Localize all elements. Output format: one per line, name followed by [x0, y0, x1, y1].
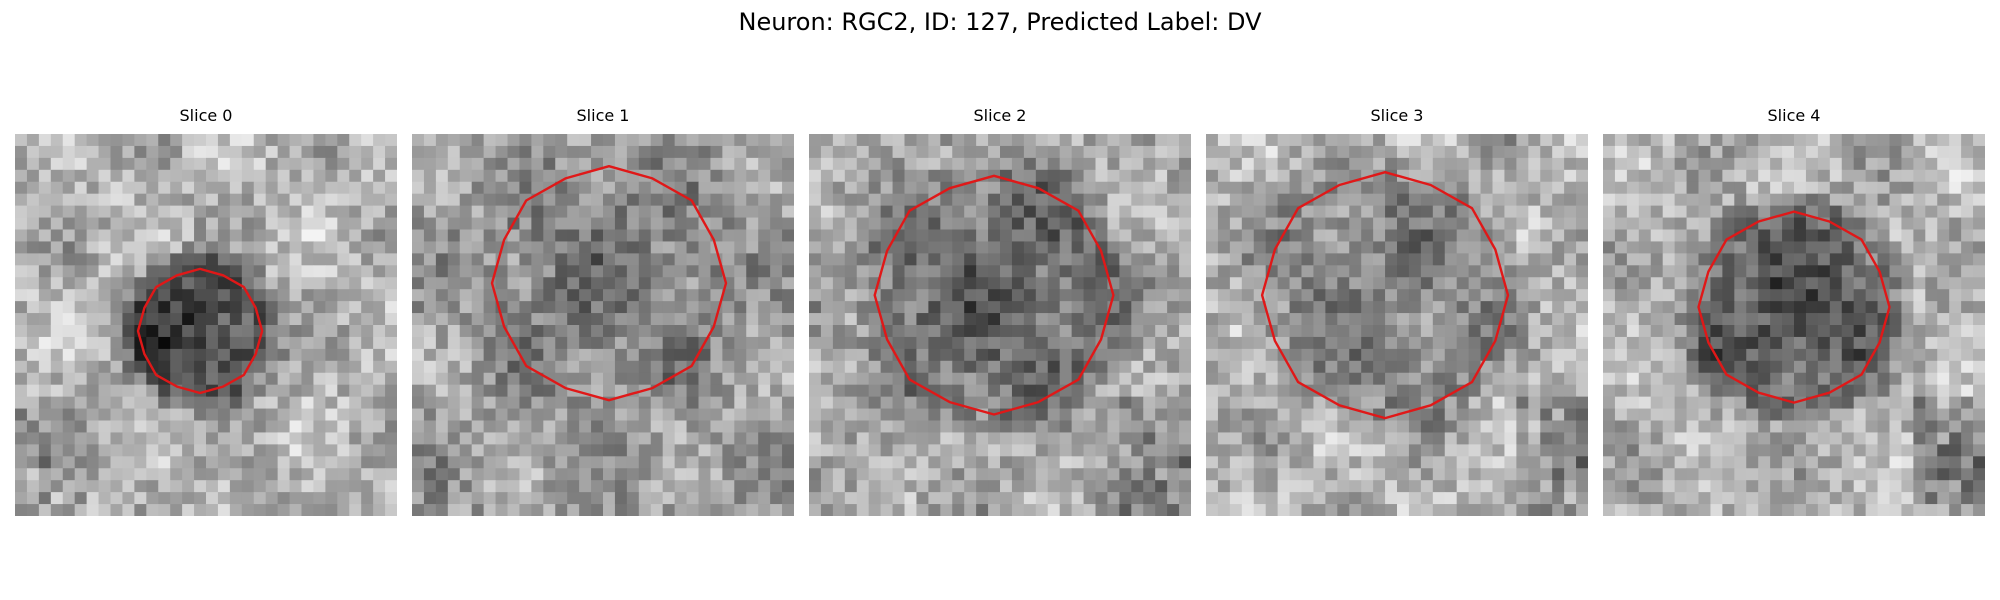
- slice-panel-1: Slice 1: [412, 104, 794, 524]
- cell-contour: [1697, 210, 1891, 404]
- cell-contour: [1260, 171, 1510, 420]
- slice-title-2: Slice 2: [973, 106, 1027, 125]
- slice-image-3: [1206, 134, 1588, 516]
- slice-image-2: [809, 134, 1191, 516]
- slice-image-1: [412, 134, 794, 516]
- slice-title-0: Slice 0: [179, 106, 233, 125]
- slice-panel-2: Slice 2: [809, 104, 1191, 524]
- figure-title: Neuron: RGC2, ID: 127, Predicted Label: …: [738, 8, 1262, 36]
- slice-panel-0: Slice 0: [15, 104, 397, 524]
- slice-image-4: [1603, 134, 1985, 516]
- slice-image-0: [15, 134, 397, 516]
- cell-contour: [136, 267, 264, 395]
- slice-title-3: Slice 3: [1370, 106, 1424, 125]
- slice-panel-3: Slice 3: [1206, 104, 1588, 524]
- slice-title-1: Slice 1: [576, 106, 630, 125]
- slice-title-4: Slice 4: [1767, 106, 1821, 125]
- cell-contour: [490, 165, 728, 402]
- cell-contour: [873, 174, 1115, 416]
- slice-panel-4: Slice 4: [1603, 104, 1985, 524]
